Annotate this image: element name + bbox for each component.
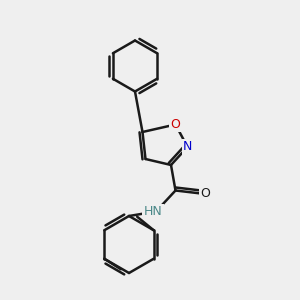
Text: N: N [183,140,192,154]
Text: HN: HN [144,205,162,218]
Text: O: O [171,118,180,131]
Text: O: O [201,187,210,200]
